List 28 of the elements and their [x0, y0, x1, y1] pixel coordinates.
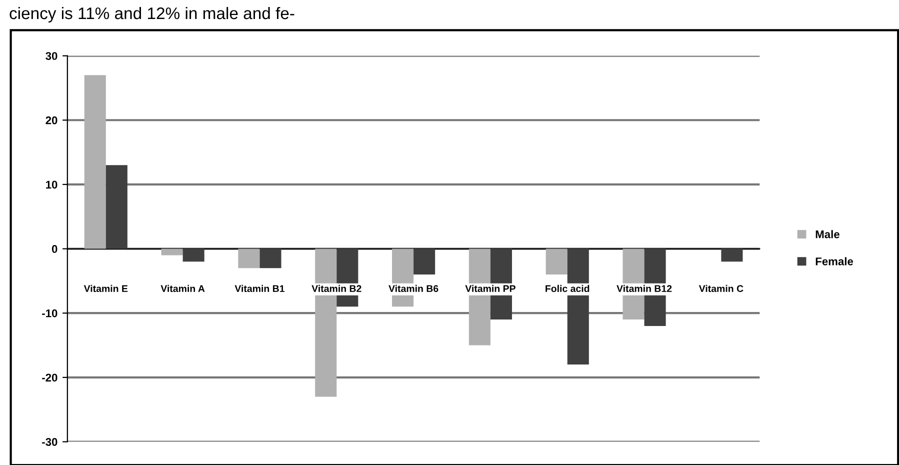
- bar: [260, 248, 282, 268]
- y-tick-label: 10: [46, 180, 58, 189]
- bar: [161, 248, 183, 256]
- x-tick-label: Vitamin C: [698, 284, 744, 292]
- y-tick-label: -30: [42, 438, 58, 446]
- x-tick-label: Folic acid: [546, 284, 590, 292]
- x-tick-label: Vitamin PP: [465, 284, 516, 292]
- y-tick-label: 20: [46, 116, 58, 124]
- legend-label: Female: [816, 257, 854, 266]
- x-tick-label: Vitamin B12: [616, 284, 672, 292]
- y-tick-label: -10: [42, 309, 58, 318]
- bar: [238, 248, 260, 268]
- x-tick-label: Vitamin A: [160, 284, 205, 292]
- y-tick-label: -20: [42, 374, 58, 382]
- bar: [106, 165, 128, 249]
- bar: [546, 248, 568, 275]
- x-tick-label: Vitamin E: [84, 284, 128, 292]
- bar: [84, 75, 106, 249]
- bar: [182, 248, 204, 262]
- bar: [721, 248, 743, 262]
- x-tick-label: Vitamin B1: [234, 284, 284, 292]
- y-tick-label: 30: [46, 52, 58, 60]
- legend-label: Male: [816, 230, 840, 238]
- x-tick-label: Vitamin B2: [312, 284, 362, 292]
- text: ciency is 11% and 12% in male and fe-: [10, 6, 294, 23]
- bar: [414, 248, 436, 275]
- x-tick-label: Vitamin B6: [388, 284, 438, 292]
- y-tick-label: 0: [52, 245, 58, 253]
